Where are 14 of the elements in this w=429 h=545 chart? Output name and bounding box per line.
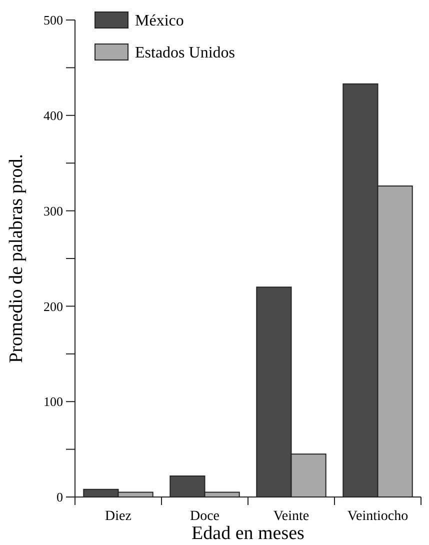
y-tick-label: 400 xyxy=(44,108,63,123)
x-tick-label: Veintiocho xyxy=(347,509,408,524)
y-tick-label: 100 xyxy=(44,394,63,410)
y-axis-title: Promedio de palabras prod. xyxy=(6,154,27,363)
x-axis-title: Edad en meses xyxy=(192,523,304,544)
x-tick-label: Doce xyxy=(190,509,220,524)
x-tick-label: Diez xyxy=(105,509,132,524)
legend-label: Estados Unidos xyxy=(135,44,235,62)
y-tick-label: 0 xyxy=(56,490,63,505)
y-tick-label: 300 xyxy=(44,203,63,218)
x-tick-label: Veinte xyxy=(273,509,310,524)
y-tick-label: 500 xyxy=(44,12,63,28)
legend-label: México xyxy=(135,12,184,30)
y-tick-label: 200 xyxy=(44,298,63,314)
